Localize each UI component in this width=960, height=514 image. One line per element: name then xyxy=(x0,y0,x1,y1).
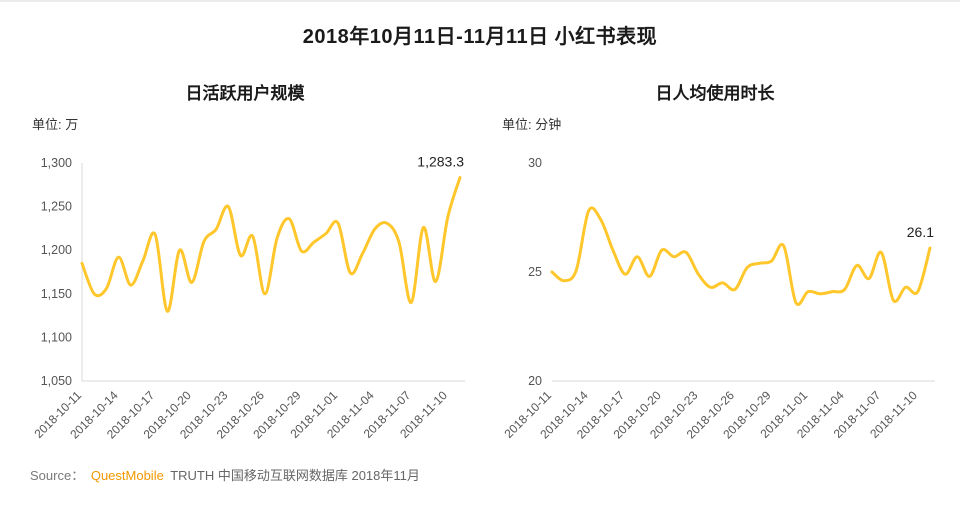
y-tick-label: 1,300 xyxy=(41,156,72,170)
y-tick-label: 1,100 xyxy=(41,330,72,344)
y-tick-label: 20 xyxy=(528,374,542,388)
series-line xyxy=(550,206,932,306)
y-tick-label: 30 xyxy=(528,156,542,170)
dau-unit-label: 单位: 万 xyxy=(32,117,79,132)
source-brand-questmobile: QuestMobile xyxy=(90,468,164,483)
series-line xyxy=(80,176,462,313)
source-prefix: Source： xyxy=(30,468,85,483)
source-suffix: TRUTH 中国移动互联网数据库 2018年11月 xyxy=(170,468,420,483)
y-tick-label: 1,250 xyxy=(41,200,72,214)
last-value-label: 26.1 xyxy=(907,224,934,240)
y-tick-label: 25 xyxy=(528,265,542,279)
page-title: 2018年10月11日-11月11日 小红书表现 xyxy=(302,26,658,48)
dau-line-chart: 1,3001,2501,2001,1501,1001,0502018-10-11… xyxy=(31,154,465,442)
duration-chart-title: 日人均使用时长 xyxy=(655,84,775,103)
y-tick-label: 1,200 xyxy=(41,243,72,257)
source-line: Source： QuestMobile TRUTH 中国移动互联网数据库 201… xyxy=(30,465,960,484)
duration-unit-label: 单位: 分钟 xyxy=(502,117,562,132)
duration-line-chart: 3025202018-10-112018-10-142018-10-172018… xyxy=(501,156,935,442)
y-tick-label: 1,150 xyxy=(41,287,72,301)
duration-chart-panel: 日人均使用时长 单位: 分钟 30 25 20 2018-10-11 2018-10-1… xyxy=(480,55,950,463)
top-divider xyxy=(0,0,960,2)
last-value-label: 1,283.3 xyxy=(417,154,464,170)
charts-container: 日活跃用户规模 单位: 万 1,300 1,250 1,200 1,150 1,100 1… xyxy=(0,55,960,463)
y-tick-label: 1,050 xyxy=(41,374,72,388)
dau-chart-title: 日活跃用户规模 xyxy=(185,84,305,103)
dau-chart-panel: 日活跃用户规模 单位: 万 1,300 1,250 1,200 1,150 1,100 1… xyxy=(10,55,480,463)
